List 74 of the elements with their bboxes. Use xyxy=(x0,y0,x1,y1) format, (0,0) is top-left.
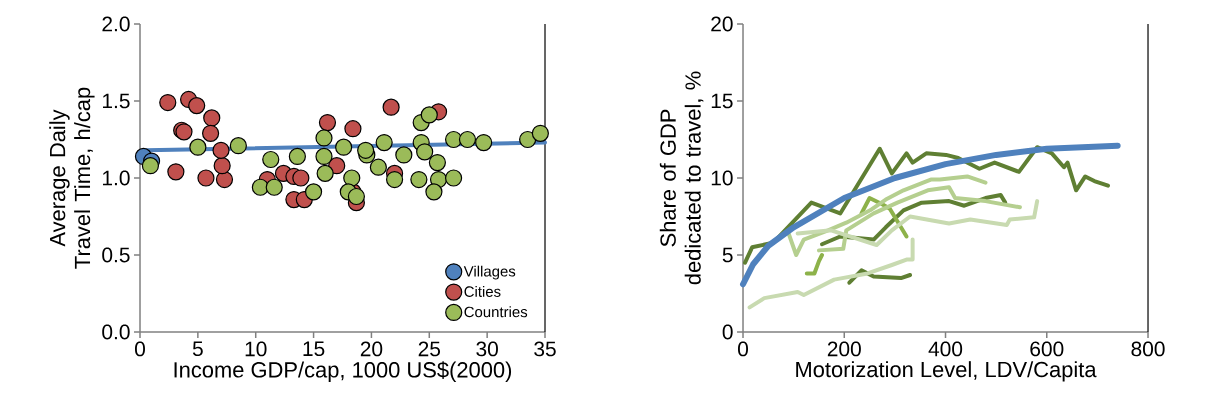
y-tick-label: 1.0 xyxy=(102,170,130,186)
point xyxy=(316,164,334,182)
x-tick-label: 200 xyxy=(827,341,861,357)
point xyxy=(344,120,362,138)
x-tick-label: 5 xyxy=(192,341,203,357)
point xyxy=(189,138,207,156)
point xyxy=(458,130,477,149)
x-tick-label: 800 xyxy=(1131,341,1165,357)
point xyxy=(425,183,443,201)
legend-label: Countries xyxy=(464,306,528,318)
point xyxy=(475,133,493,152)
point xyxy=(444,169,463,187)
x-tick-label: 25 xyxy=(418,341,441,357)
point xyxy=(318,113,337,132)
point xyxy=(141,157,160,175)
y-tick-label: 1.5 xyxy=(102,93,130,109)
point xyxy=(315,147,333,166)
point xyxy=(213,157,231,175)
x-tick-label: 0 xyxy=(738,341,749,357)
point xyxy=(395,146,413,164)
y-tick-label: 15 xyxy=(711,93,733,109)
y-axis-title: Share of GDP dedicated to travel, % xyxy=(659,71,704,285)
point xyxy=(385,170,404,189)
point xyxy=(375,133,393,152)
point xyxy=(201,124,220,142)
y-tick-label: 2.0 xyxy=(102,16,130,32)
line-series xyxy=(795,199,1040,247)
point xyxy=(519,130,537,149)
point xyxy=(262,150,280,169)
point xyxy=(343,169,361,187)
line-series xyxy=(747,237,915,310)
point xyxy=(215,170,234,189)
point xyxy=(159,93,177,112)
point xyxy=(292,169,310,187)
y-tick-label: 20 xyxy=(711,16,733,32)
x-tick-label: 10 xyxy=(245,341,267,357)
point xyxy=(288,147,306,166)
x-tick-label: 15 xyxy=(303,341,325,357)
y-tick-label: 0 xyxy=(722,324,733,340)
point xyxy=(531,124,549,142)
x-axis-title: Motorization Level, LDV/Capita xyxy=(796,361,1097,382)
point xyxy=(251,178,269,196)
point xyxy=(229,137,247,155)
y-tick-label: 0.5 xyxy=(102,247,130,263)
legend-label: Cities xyxy=(464,285,501,297)
y-tick-label: 0.0 xyxy=(102,324,130,340)
point xyxy=(188,97,206,115)
x-tick-label: 0 xyxy=(135,341,145,357)
legend-label: Villages xyxy=(463,265,516,280)
point xyxy=(265,178,283,196)
x-tick-label: 400 xyxy=(928,341,963,357)
point xyxy=(315,129,333,147)
point xyxy=(382,98,400,116)
point xyxy=(410,170,428,189)
point xyxy=(167,163,185,181)
y-tick-label: 10 xyxy=(711,170,733,186)
x-tick-label: 35 xyxy=(534,341,556,357)
point xyxy=(428,154,446,172)
point xyxy=(416,143,434,161)
x-axis-title: Income GDP/cap, 1000 US$(2000) xyxy=(174,361,512,382)
point xyxy=(369,158,387,176)
point xyxy=(212,141,230,159)
point xyxy=(420,106,438,124)
point xyxy=(197,169,215,187)
x-tick-label: 30 xyxy=(476,341,498,357)
point xyxy=(357,141,375,159)
point xyxy=(335,138,353,156)
x-tick-label: 20 xyxy=(360,341,383,357)
x-tick-label: 600 xyxy=(1030,341,1064,357)
point xyxy=(304,183,323,201)
point xyxy=(347,187,365,206)
y-tick-label: 5 xyxy=(722,247,733,263)
point xyxy=(203,109,221,127)
y-axis-title: Average Daily Travel Time, h/cap xyxy=(49,87,95,269)
